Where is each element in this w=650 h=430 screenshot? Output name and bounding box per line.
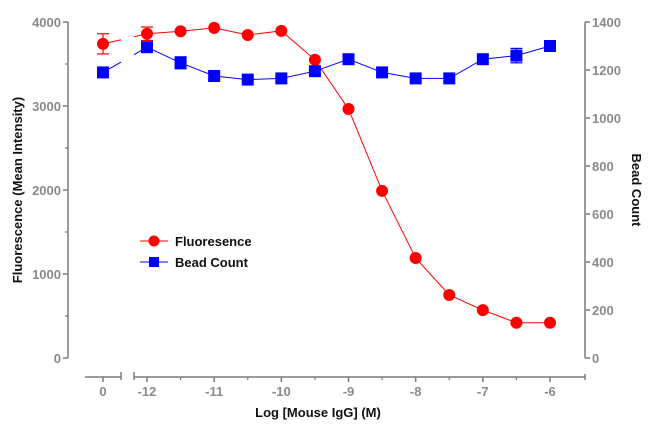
y2-tick-label: 0 — [592, 351, 599, 366]
y2-tick-label: 800 — [592, 159, 614, 174]
data-point — [376, 66, 389, 79]
x-axis-title: Log [Mouse IgG] (M) — [255, 405, 381, 420]
data-point — [510, 49, 523, 62]
legend-marker-square — [149, 257, 159, 267]
y-tick-label: 4000 — [32, 15, 61, 30]
x-tick-label: -8 — [410, 384, 422, 399]
x-tick-label: -6 — [544, 384, 556, 399]
data-point — [275, 24, 288, 37]
data-point — [342, 102, 355, 115]
y-axis-title: Fluorescence (Mean Intensity) — [10, 97, 25, 283]
data-point — [97, 66, 109, 79]
axes: 0 1000 2000 3000 4000 0 200 400 600 800 1000 1200 14… — [32, 15, 621, 399]
data-point — [342, 53, 355, 66]
data-point — [443, 289, 456, 301]
y2-tick-label: 1000 — [592, 111, 621, 126]
x-tick-label: -12 — [138, 384, 157, 399]
y-tick-label: 0 — [54, 351, 61, 366]
data-point — [241, 29, 254, 42]
x-tick-label: -7 — [477, 384, 489, 399]
series-bead-count — [97, 40, 556, 86]
data-point — [376, 184, 389, 197]
y2-tick-label: 400 — [592, 255, 614, 270]
x-tick-label: -10 — [272, 384, 291, 399]
data-point — [174, 25, 187, 38]
data-point — [208, 70, 221, 82]
data-point — [141, 27, 153, 40]
y-tick-label: 2000 — [32, 183, 61, 198]
data-point — [476, 53, 489, 66]
x-tick-label: 0 — [99, 384, 106, 399]
legend-label: Fluoresence — [175, 234, 252, 249]
series-fluoresence — [97, 21, 556, 329]
data-point — [409, 252, 422, 265]
x-tick-label: -11 — [205, 384, 223, 399]
data-point — [308, 53, 321, 66]
y-tick-label: 3000 — [32, 99, 61, 114]
data-point — [544, 40, 556, 52]
data-point — [208, 21, 221, 34]
data-point — [308, 65, 321, 78]
data-point — [241, 73, 254, 86]
x-tick-label: -9 — [343, 384, 355, 399]
legend-label: Bead Count — [175, 255, 249, 270]
y2-tick-label: 1200 — [592, 63, 621, 78]
data-point — [510, 316, 523, 329]
data-point — [97, 37, 109, 50]
y-tick-label: 1000 — [32, 267, 61, 282]
y2-tick-label: 1400 — [592, 15, 621, 30]
data-point — [443, 72, 456, 85]
series-layer — [97, 21, 556, 329]
data-point — [174, 56, 187, 69]
legend-marker-circle — [148, 235, 160, 247]
y2-tick-label: 600 — [592, 207, 614, 222]
data-point — [141, 41, 153, 54]
data-point — [544, 316, 556, 329]
data-point — [275, 72, 288, 85]
legend: Fluoresence Bead Count — [140, 234, 252, 270]
data-point — [409, 72, 422, 85]
series-line — [146, 27, 550, 324]
y2-axis-title: Bead Count — [629, 154, 644, 228]
y2-tick-label: 200 — [592, 303, 614, 318]
data-point — [476, 304, 489, 317]
